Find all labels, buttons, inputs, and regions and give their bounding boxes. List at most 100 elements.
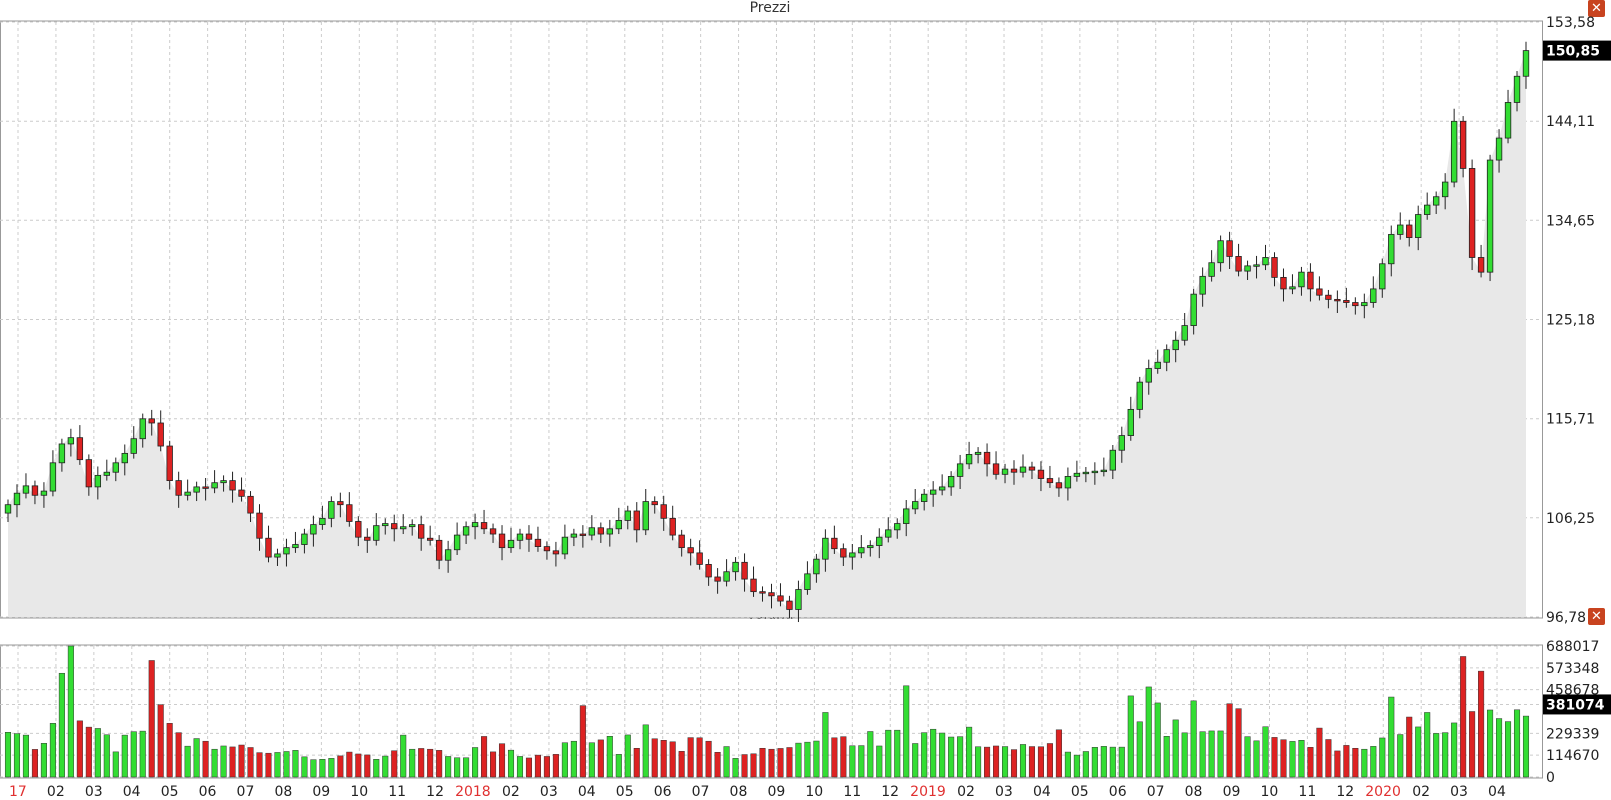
- volume-bar: [1469, 711, 1476, 778]
- volume-bar: [1451, 722, 1458, 778]
- volume-bar: [436, 750, 443, 778]
- candle: [346, 504, 353, 522]
- volume-bar: [112, 751, 119, 778]
- candle: [723, 571, 730, 582]
- volume-bar: [1145, 686, 1152, 778]
- candle: [391, 523, 398, 530]
- volume-bar: [777, 748, 784, 778]
- candle: [292, 544, 299, 549]
- candle: [1325, 294, 1332, 300]
- volume-plot-frame: [0, 644, 1543, 779]
- candle: [220, 480, 227, 484]
- candle: [1073, 472, 1081, 477]
- candle: [1109, 449, 1117, 471]
- candle: [1504, 102, 1512, 139]
- close-icon[interactable]: ✕: [1588, 0, 1605, 17]
- candle: [525, 533, 533, 540]
- candle: [1244, 265, 1251, 272]
- x-tick-label: 17: [9, 784, 27, 800]
- volume-bar: [561, 742, 568, 778]
- candle: [795, 589, 802, 610]
- price-tick-label: 125,18: [1546, 313, 1595, 329]
- candle: [633, 510, 640, 531]
- volume-bar: [1109, 746, 1116, 778]
- volume-bar: [1181, 732, 1188, 778]
- volume-bar: [570, 740, 577, 778]
- volume-bar: [337, 755, 344, 778]
- price-tick-label: 153,58: [1546, 15, 1595, 31]
- candle: [283, 547, 290, 555]
- volume-bar: [391, 750, 398, 778]
- candle: [903, 508, 910, 524]
- volume-tick-label: 0: [1546, 770, 1555, 786]
- candle: [193, 486, 200, 493]
- volume-bar: [220, 745, 227, 778]
- candle: [435, 539, 443, 561]
- candle: [373, 525, 380, 541]
- price-tick-label: 106,25: [1546, 511, 1595, 527]
- volume-bar: [543, 756, 550, 778]
- volume-bar: [85, 726, 92, 778]
- candle: [992, 463, 1000, 475]
- candle: [1397, 224, 1404, 235]
- volume-bar: [292, 750, 299, 778]
- volume-bar: [238, 744, 245, 778]
- volume-bar: [975, 746, 982, 778]
- volume-bar: [498, 743, 506, 778]
- volume-bar: [4, 732, 12, 778]
- candle: [705, 564, 712, 578]
- volume-bar: [876, 745, 883, 778]
- volume-bar: [1136, 721, 1143, 778]
- candle: [696, 552, 703, 565]
- candle: [1289, 286, 1296, 290]
- volume-bar: [1496, 718, 1503, 778]
- candle: [1145, 368, 1152, 383]
- candle: [956, 463, 964, 477]
- volume-bar: [1307, 747, 1314, 778]
- candle: [355, 521, 362, 538]
- candle: [4, 504, 12, 514]
- volume-bar: [22, 734, 29, 778]
- volume-bar: [1424, 712, 1431, 778]
- candle: [660, 504, 667, 519]
- candle: [76, 437, 84, 461]
- candle: [1486, 159, 1494, 273]
- volume-bar: [490, 751, 497, 778]
- candle: [894, 523, 901, 531]
- volume-bar: [121, 734, 128, 778]
- candle: [1468, 168, 1476, 258]
- close-icon[interactable]: ✕: [1588, 608, 1605, 625]
- x-tick-label: 06: [654, 784, 672, 800]
- volume-bar: [1019, 744, 1027, 778]
- x-tick-label: 04: [578, 784, 596, 800]
- candle: [768, 592, 775, 597]
- candle: [175, 480, 182, 496]
- volume-bar: [1244, 736, 1251, 778]
- x-tick-label: 2018: [455, 784, 491, 800]
- candle: [103, 471, 110, 476]
- volume-bar: [984, 746, 991, 778]
- volume-bar: [1091, 747, 1098, 778]
- candle: [1163, 349, 1170, 363]
- x-tick-label: 03: [85, 784, 103, 800]
- volume-bar: [1370, 746, 1377, 778]
- volume-bar: [157, 704, 164, 778]
- x-tick-label: 11: [1298, 784, 1316, 800]
- volume-bar: [741, 754, 748, 778]
- candle: [1432, 196, 1440, 206]
- volume-bar: [696, 737, 703, 778]
- volume-bar: [364, 754, 371, 778]
- candle: [94, 474, 102, 488]
- volume-bar: [1118, 746, 1125, 778]
- volume-bar: [418, 748, 425, 778]
- volume-bar: [427, 748, 434, 778]
- volume-bar: [525, 757, 533, 778]
- volume-bar: [202, 740, 209, 778]
- volume-bar: [256, 752, 263, 778]
- x-tick-label: 05: [1071, 784, 1089, 800]
- volume-bar: [49, 723, 56, 778]
- x-tick-label: 2020: [1365, 784, 1401, 800]
- candle: [516, 533, 524, 541]
- volume-bar: [1280, 739, 1287, 778]
